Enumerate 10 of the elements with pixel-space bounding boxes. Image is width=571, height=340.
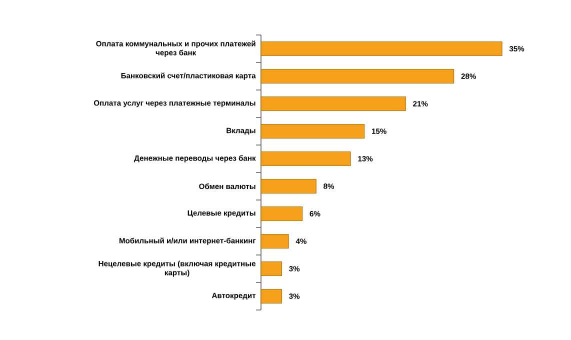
bar <box>260 234 289 249</box>
bar <box>260 151 351 166</box>
bar <box>260 68 454 84</box>
bar <box>260 178 316 194</box>
bar <box>260 288 282 304</box>
bar <box>260 261 282 276</box>
bar <box>260 41 502 56</box>
bar <box>260 124 365 139</box>
bar <box>260 96 406 112</box>
bar <box>260 206 303 222</box>
